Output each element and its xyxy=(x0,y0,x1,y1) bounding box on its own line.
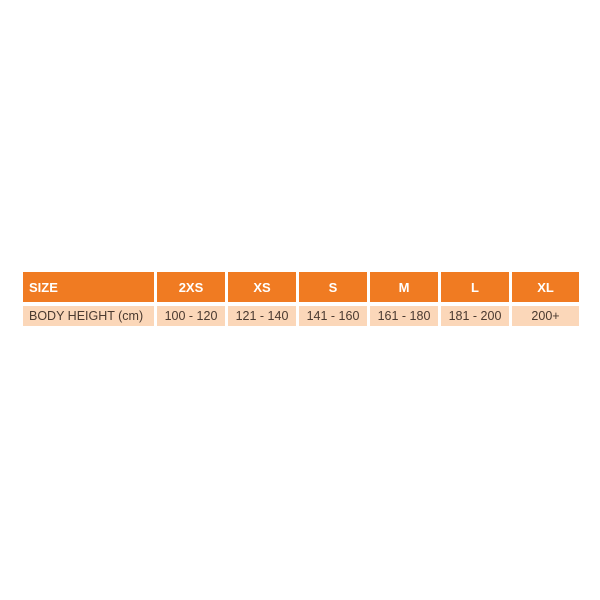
header-cell-m: M xyxy=(370,272,438,302)
header-cell-2xs: 2XS xyxy=(157,272,225,302)
cell-xl: 200+ xyxy=(512,306,579,326)
header-cell-size: SIZE xyxy=(23,272,154,302)
row-label-body-height: BODY HEIGHT (cm) xyxy=(23,306,154,326)
header-cell-xs: XS xyxy=(228,272,296,302)
cell-xs: 121 - 140 xyxy=(228,306,296,326)
cell-l: 181 - 200 xyxy=(441,306,509,326)
header-cell-l: L xyxy=(441,272,509,302)
cell-m: 161 - 180 xyxy=(370,306,438,326)
table-row: BODY HEIGHT (cm) 100 - 120 121 - 140 141… xyxy=(0,306,600,326)
cell-s: 141 - 160 xyxy=(299,306,367,326)
header-row: SIZE 2XS XS S M L XL xyxy=(0,272,600,302)
cell-2xs: 100 - 120 xyxy=(157,306,225,326)
header-cell-xl: XL xyxy=(512,272,579,302)
header-cell-s: S xyxy=(299,272,367,302)
